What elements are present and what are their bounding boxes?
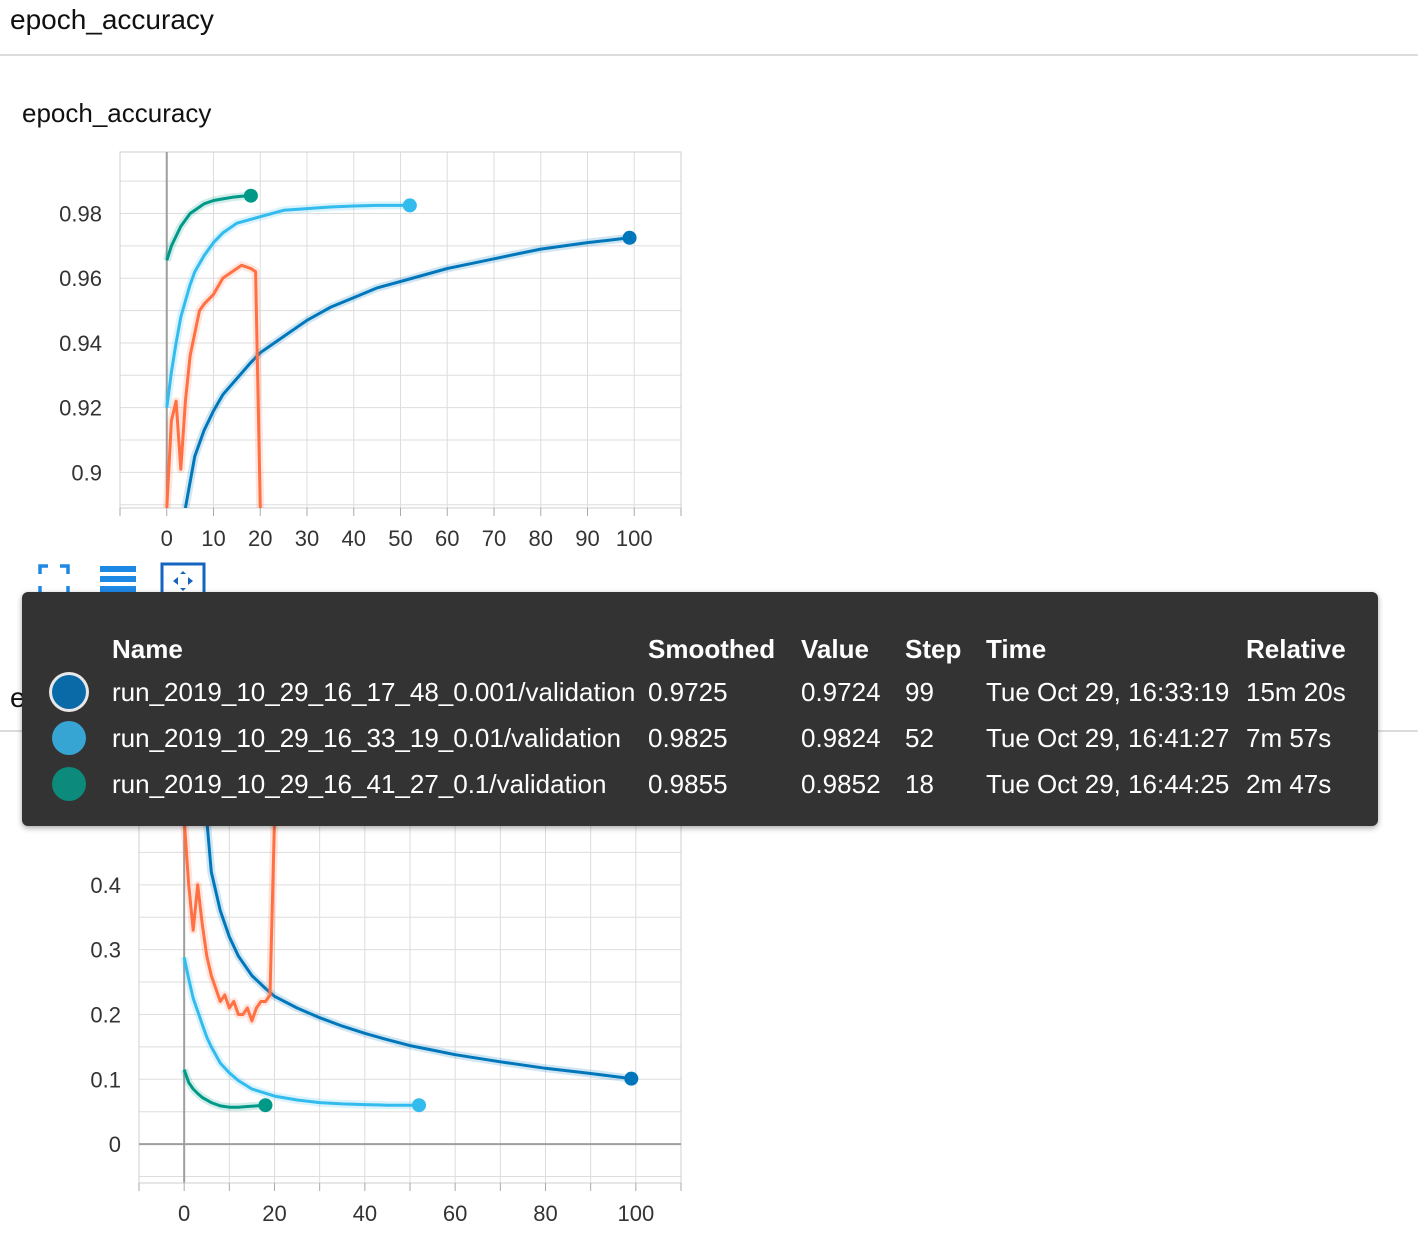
- series-line: [165, 263, 262, 508]
- series-line: [165, 203, 410, 408]
- tooltip-header-row: Name Smoothed Value Step Time Relative: [22, 629, 1378, 669]
- series-end-point: [243, 188, 258, 203]
- y-tick-label: 0.92: [59, 396, 102, 421]
- step-value: 18: [905, 769, 934, 799]
- x-tick-label: 30: [295, 526, 319, 551]
- loss-chart[interactable]: 0 20 40 60 80 100 0 0.1 0.2 0.3 0.4: [0, 790, 700, 1234]
- smoothed-value: 0.9825: [648, 723, 728, 753]
- fullscreen-icon: [38, 564, 70, 596]
- time-value: Tue Oct 29, 16:44:25: [986, 769, 1230, 799]
- header-smoothed: Smoothed: [648, 634, 776, 664]
- relative-value: 2m 47s: [1246, 769, 1332, 799]
- y-tick-label: 0.96: [59, 266, 102, 291]
- series-end-point: [258, 1098, 273, 1113]
- header-step: Step: [905, 634, 962, 664]
- section-title: epoch_accuracy: [10, 4, 214, 35]
- expand-chart-button[interactable]: [36, 562, 80, 602]
- header-name: Name: [112, 634, 183, 664]
- y-tick-label: 0.94: [59, 331, 102, 356]
- accuracy-chart[interactable]: 0 10 20 30 40 50 60 70 80 90 100 0.9 0.92 0.94 0.96 0.9…: [0, 140, 700, 560]
- run-color-dot: [52, 721, 86, 755]
- raw-value: 0.9724: [801, 677, 881, 707]
- chart-tooltip: Name Smoothed Value Step Time Relative r…: [22, 592, 1378, 826]
- series-end-point: [622, 230, 637, 245]
- y-tick-label: 0.98: [59, 201, 102, 226]
- x-tick-label: 90: [575, 526, 599, 551]
- x-tick-label: 70: [482, 526, 506, 551]
- y-tick-label: 0.4: [90, 873, 121, 898]
- x-tick-label: 100: [616, 526, 653, 551]
- x-tick-label: 20: [248, 526, 272, 551]
- smoothed-value: 0.9725: [648, 677, 728, 707]
- time-value: Tue Oct 29, 16:41:27: [986, 723, 1230, 753]
- step-value: 99: [905, 677, 934, 707]
- tooltip-row: run_2019_10_29_16_33_19_0.01/validation …: [22, 718, 1378, 758]
- relative-value: 7m 57s: [1246, 723, 1332, 753]
- series-line: [182, 957, 419, 1107]
- run-name: run_2019_10_29_16_17_48_0.001/validation: [112, 677, 636, 707]
- step-value: 52: [905, 723, 934, 753]
- series-group: [180, 820, 632, 1112]
- x-tick-label: 80: [529, 526, 553, 551]
- list-icon: [100, 566, 136, 592]
- run-name: run_2019_10_29_16_41_27_0.1/validation: [112, 769, 607, 799]
- header-relative: Relative: [1246, 634, 1346, 664]
- x-tick-label: 80: [533, 1201, 557, 1226]
- y-tick-label: 0: [109, 1132, 121, 1157]
- series-line: [183, 236, 630, 508]
- relative-value: 15m 20s: [1246, 677, 1346, 707]
- series-line: [165, 194, 251, 261]
- series-end-point: [412, 1098, 427, 1113]
- toggle-data-table-button[interactable]: [98, 562, 142, 602]
- x-tick-label: 50: [388, 526, 412, 551]
- y-tick-label: 0.3: [90, 938, 121, 963]
- x-tick-label: 60: [443, 1201, 467, 1226]
- series-line: [182, 1069, 266, 1109]
- y-tick-label: 0.9: [71, 460, 102, 485]
- run-color-dot: [52, 767, 86, 801]
- series-line: [182, 820, 276, 1023]
- series-end-point: [624, 1071, 639, 1086]
- x-tick-label: 100: [617, 1201, 654, 1226]
- chart-card-accuracy: epoch_accuracy: [0, 88, 700, 558]
- y-tick-label: 0.1: [90, 1067, 121, 1092]
- raw-value: 0.9824: [801, 723, 881, 753]
- x-tick-label: 20: [262, 1201, 286, 1226]
- time-value: Tue Oct 29, 16:33:19: [986, 677, 1230, 707]
- run-color-dot: [52, 675, 86, 709]
- series-group: [162, 191, 631, 508]
- tooltip-row: run_2019_10_29_16_41_27_0.1/validation 0…: [22, 764, 1378, 804]
- x-tick-label: 0: [178, 1201, 190, 1226]
- tooltip-row: run_2019_10_29_16_17_48_0.001/validation…: [22, 672, 1378, 712]
- y-tick-label: 0.2: [90, 1002, 121, 1027]
- x-tick-label: 40: [353, 1201, 377, 1226]
- series-line: [205, 820, 632, 1081]
- smoothed-value: 0.9855: [648, 769, 728, 799]
- chart-title: epoch_accuracy: [22, 98, 212, 128]
- header-time: Time: [986, 634, 1047, 664]
- header-value: Value: [801, 634, 869, 664]
- run-name: run_2019_10_29_16_33_19_0.01/validation: [112, 723, 621, 753]
- x-tick-label: 0: [161, 526, 173, 551]
- raw-value: 0.9852: [801, 769, 881, 799]
- section-header-accuracy[interactable]: epoch_accuracy: [0, 0, 1418, 56]
- x-tick-label: 10: [201, 526, 225, 551]
- series-raw-band: [180, 956, 419, 1110]
- x-tick-label: 40: [342, 526, 366, 551]
- series-end-point: [402, 198, 417, 213]
- x-tick-label: 60: [435, 526, 459, 551]
